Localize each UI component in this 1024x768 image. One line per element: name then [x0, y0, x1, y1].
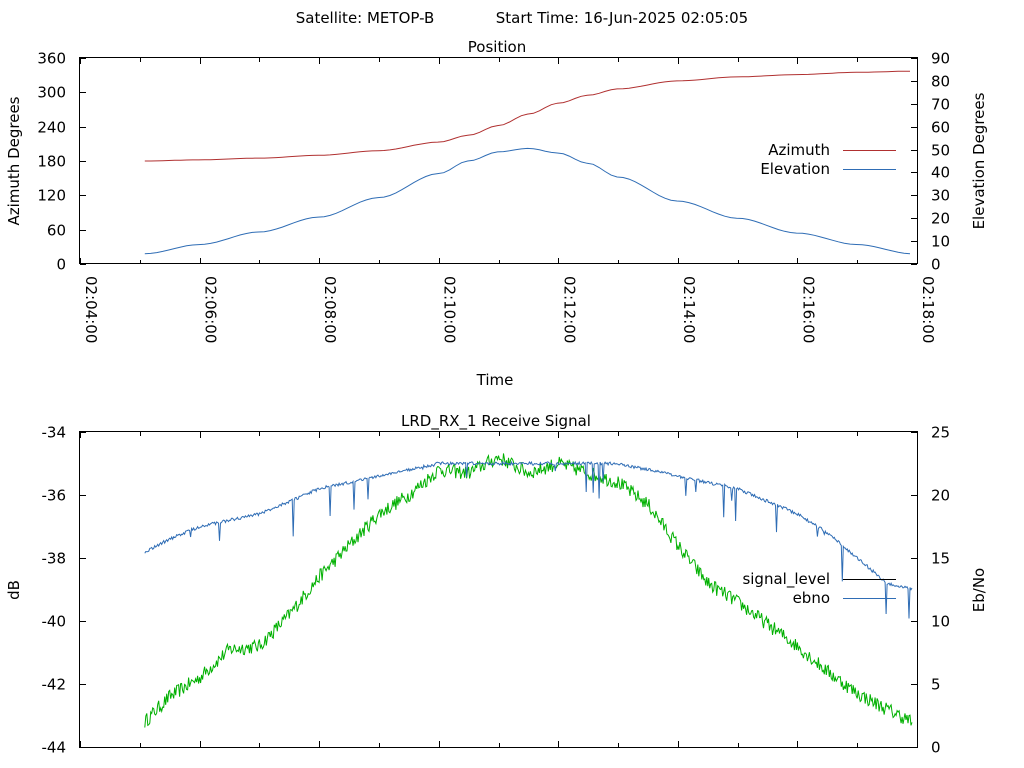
legend-label: ebno	[793, 589, 830, 607]
legend-label: signal_level	[742, 570, 830, 589]
receive-signal-chart-title: LRD_RX_1 Receive Signal	[401, 412, 591, 431]
x-tick-label: 02:16:00	[799, 276, 817, 343]
y-tick-label: 180	[37, 153, 66, 171]
receive-signal-chart: LRD_RX_1 Receive Signal -44 -42 -40 -38 -36 -…	[5, 412, 988, 757]
y2-tick-label: 10	[931, 233, 950, 251]
receive-signal-plot-frame	[79, 431, 918, 748]
y2-tick-label: 20	[931, 210, 950, 228]
x-tick-label: 02:14:00	[680, 276, 698, 343]
y2-tick-label: 80	[931, 73, 950, 91]
y-tick-label: -38	[42, 550, 67, 568]
y-tick-label: 240	[37, 119, 66, 137]
y-tick-label: -36	[42, 487, 67, 505]
y2-tick-label: 20	[931, 487, 950, 505]
receive-signal-y-axis-label: dB	[5, 580, 23, 600]
position-plot-frame	[79, 57, 918, 264]
x-tick-label: 02:08:00	[321, 276, 339, 343]
position-chart: Position 0 60 120 180 240 300 360 0 10 20 30 40 50 60…	[5, 38, 988, 389]
y2-tick-label: 40	[931, 164, 950, 182]
y-tick-label: 120	[37, 187, 66, 205]
y-tick-label: 360	[37, 50, 66, 68]
y-tick-label: 0	[56, 256, 66, 274]
legend-label: Azimuth	[768, 141, 830, 159]
y2-tick-label: 50	[931, 142, 950, 160]
start-time-label: Start Time: 16-Jun-2025 02:05:05	[496, 9, 748, 27]
y2-tick-label: 25	[931, 424, 950, 442]
x-tick-label: 02:10:00	[441, 276, 459, 343]
y2-tick-label: 5	[931, 676, 941, 694]
y-tick-label: -44	[42, 739, 67, 757]
satellite-label: Satellite: METOP-B	[296, 9, 435, 27]
y-tick-label: -34	[42, 424, 67, 442]
x-tick-label: 02:12:00	[560, 276, 578, 343]
x-tick-label: 02:04:00	[82, 276, 100, 343]
Azimuth-line	[144, 70, 910, 162]
x-tick-label: 02:18:00	[919, 276, 937, 343]
y2-tick-label: 10	[931, 613, 950, 631]
y2-tick-label: 15	[931, 550, 950, 568]
position-x-axis-label: Time	[476, 371, 514, 389]
receive-signal-y2-axis-label: Eb/No	[970, 568, 988, 612]
position-chart-title: Position	[468, 38, 526, 56]
y2-tick-label: 0	[931, 739, 941, 757]
y2-tick-label: 60	[931, 119, 950, 137]
y-tick-label: -42	[42, 676, 67, 694]
y2-tick-label: 0	[931, 256, 941, 274]
y2-tick-label: 70	[931, 96, 950, 114]
y2-tick-label: 90	[931, 50, 950, 68]
y-tick-label: 300	[37, 84, 66, 102]
signal_level-line	[144, 453, 913, 728]
y-tick-label: 60	[47, 222, 66, 240]
y-tick-label: -40	[42, 613, 67, 631]
position-y2-axis-label: Elevation Degrees	[970, 92, 988, 229]
ebno-line	[144, 460, 913, 619]
position-y-axis-label: Azimuth Degrees	[5, 96, 23, 225]
y2-tick-label: 30	[931, 187, 950, 205]
legend-label: Elevation	[760, 160, 830, 178]
Elevation-line	[144, 147, 911, 255]
x-tick-label: 02:06:00	[202, 276, 220, 343]
